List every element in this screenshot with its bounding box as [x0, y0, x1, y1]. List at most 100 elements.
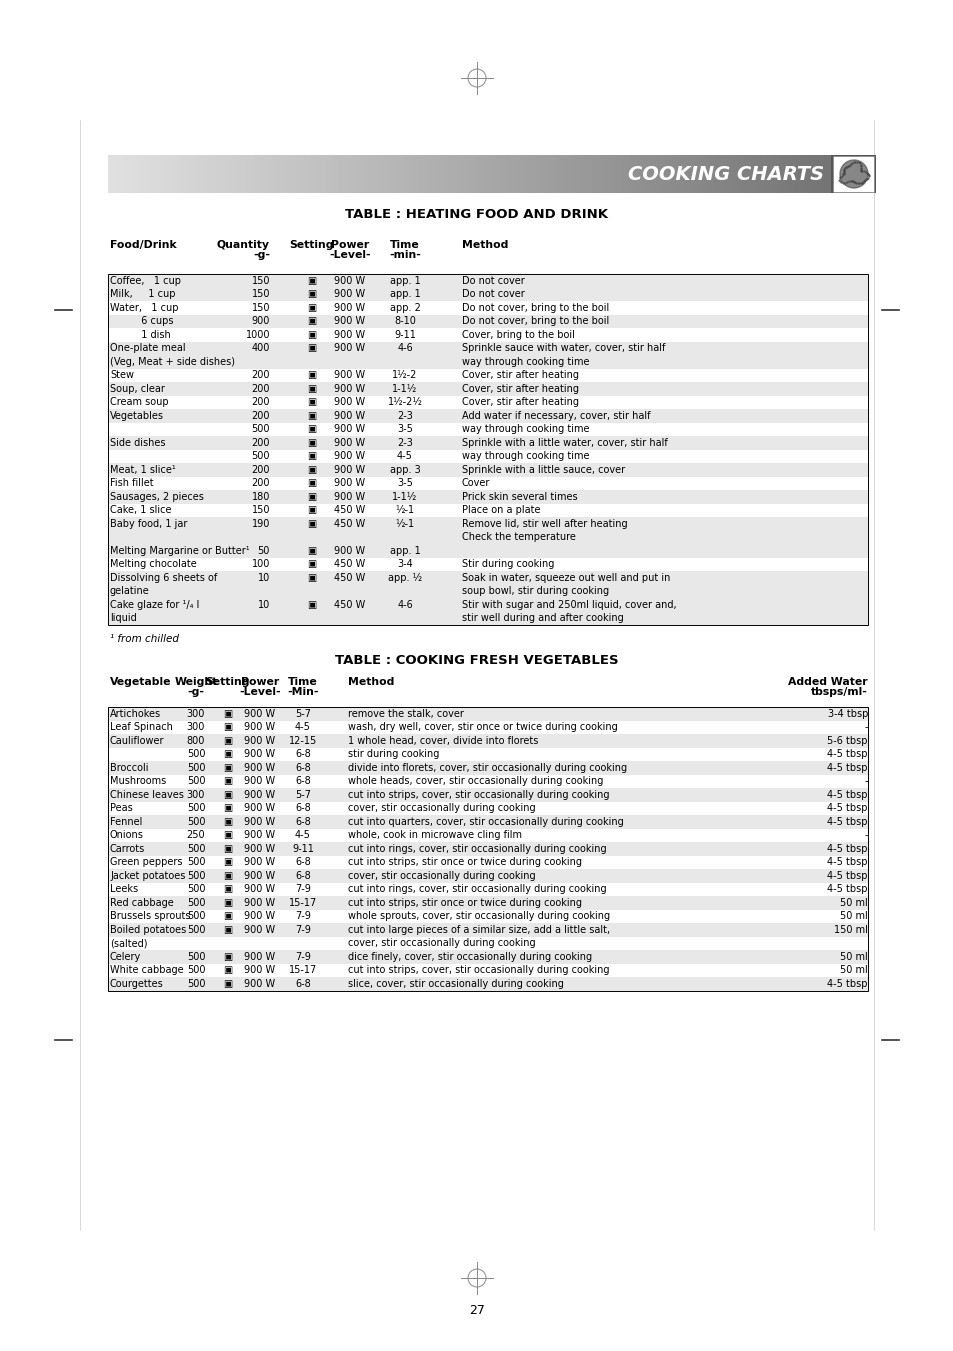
Text: Boiled potatoes: Boiled potatoes — [110, 924, 186, 935]
Text: 4-5 tbsp: 4-5 tbsp — [826, 817, 867, 827]
Text: cut into rings, cover, stir occasionally during cooking: cut into rings, cover, stir occasionally… — [348, 844, 606, 854]
Bar — [108, 909, 867, 923]
Text: ▣: ▣ — [307, 289, 316, 300]
Bar — [108, 815, 867, 828]
Bar — [172, 155, 180, 193]
Text: slice, cover, stir occasionally during cooking: slice, cover, stir occasionally during c… — [348, 978, 563, 989]
Text: ▣: ▣ — [307, 384, 316, 393]
Bar — [765, 155, 772, 193]
Bar — [780, 155, 787, 193]
Text: 6-8: 6-8 — [294, 763, 311, 773]
Text: Sprinkle with a little water, cover, stir half: Sprinkle with a little water, cover, sti… — [461, 438, 667, 447]
Bar — [519, 155, 527, 193]
Bar — [158, 155, 166, 193]
Text: Quantity: Quantity — [216, 240, 270, 250]
Bar — [180, 155, 188, 193]
Text: 1 whole head, cover, divide into florets: 1 whole head, cover, divide into florets — [348, 736, 537, 746]
Bar — [737, 155, 743, 193]
Text: 300: 300 — [187, 790, 205, 800]
Bar — [108, 923, 867, 936]
Bar — [447, 155, 455, 193]
Text: -min-: -min- — [389, 250, 420, 259]
Text: -: - — [863, 723, 867, 732]
Text: 5-6 tbsp: 5-6 tbsp — [826, 736, 867, 746]
Text: gelatine: gelatine — [110, 586, 150, 596]
Text: 500: 500 — [187, 750, 205, 759]
Bar — [368, 155, 375, 193]
Text: 900 W: 900 W — [335, 330, 365, 339]
Bar — [390, 155, 396, 193]
Text: 6-8: 6-8 — [294, 750, 311, 759]
Bar — [816, 155, 822, 193]
Text: 3-5: 3-5 — [396, 478, 413, 488]
Text: 8-10: 8-10 — [394, 316, 416, 326]
Text: 6-8: 6-8 — [294, 871, 311, 881]
Text: 4-5 tbsp: 4-5 tbsp — [826, 790, 867, 800]
Bar — [108, 423, 867, 436]
Text: 200: 200 — [252, 411, 270, 420]
Text: 900 W: 900 W — [335, 397, 365, 407]
Text: 3-4 tbsp: 3-4 tbsp — [827, 709, 867, 719]
Bar — [339, 155, 346, 193]
Text: 800: 800 — [187, 736, 205, 746]
Text: 7-9: 7-9 — [294, 912, 311, 921]
Text: 500: 500 — [187, 804, 205, 813]
Text: Cake glaze for ¹/₄ l: Cake glaze for ¹/₄ l — [110, 600, 199, 609]
Bar — [108, 288, 867, 301]
Bar — [462, 155, 469, 193]
Bar — [267, 155, 274, 193]
Text: ▣: ▣ — [307, 276, 316, 286]
Text: 190: 190 — [252, 519, 270, 528]
Text: divide into florets, cover, stir occasionally during cooking: divide into florets, cover, stir occasio… — [348, 763, 626, 773]
Text: Brussels sprouts: Brussels sprouts — [110, 912, 191, 921]
Bar — [188, 155, 194, 193]
Text: TABLE : COOKING FRESH VEGETABLES: TABLE : COOKING FRESH VEGETABLES — [335, 654, 618, 667]
Text: cut into strips, cover, stir occasionally during cooking: cut into strips, cover, stir occasionall… — [348, 790, 609, 800]
Text: Cauliflower: Cauliflower — [110, 736, 164, 746]
Text: Add water if necessary, cover, stir half: Add water if necessary, cover, stir half — [461, 411, 650, 420]
Text: app. 2: app. 2 — [389, 303, 420, 312]
Text: 400: 400 — [252, 343, 270, 353]
Text: ▣: ▣ — [223, 831, 233, 840]
Text: ▣: ▣ — [307, 438, 316, 447]
Text: 300: 300 — [187, 709, 205, 719]
Bar — [346, 155, 354, 193]
Text: 3-5: 3-5 — [396, 424, 413, 434]
Text: whole heads, cover, stir occasionally during cooking: whole heads, cover, stir occasionally du… — [348, 777, 602, 786]
Text: ▣: ▣ — [307, 411, 316, 420]
Bar — [628, 155, 635, 193]
Bar — [274, 155, 281, 193]
Text: Peas: Peas — [110, 804, 132, 813]
Bar — [772, 155, 780, 193]
Text: 900 W: 900 W — [335, 370, 365, 380]
Text: Green peppers: Green peppers — [110, 858, 182, 867]
Text: app. 1: app. 1 — [389, 289, 420, 300]
Text: 15-17: 15-17 — [289, 898, 316, 908]
Text: Broccoli: Broccoli — [110, 763, 149, 773]
Text: cut into quarters, cover, stir occasionally during cooking: cut into quarters, cover, stir occasiona… — [348, 817, 623, 827]
Bar — [108, 977, 867, 990]
Text: 900 W: 900 W — [335, 546, 365, 555]
Text: ▣: ▣ — [307, 573, 316, 582]
Text: ▣: ▣ — [223, 898, 233, 908]
Text: 900 W: 900 W — [244, 844, 275, 854]
Text: ▣: ▣ — [307, 519, 316, 528]
Text: 200: 200 — [252, 438, 270, 447]
Text: 450 W: 450 W — [334, 559, 365, 569]
Text: app. 3: app. 3 — [389, 465, 420, 474]
Text: 4-6: 4-6 — [396, 343, 413, 353]
Bar — [108, 963, 867, 977]
Bar — [563, 155, 570, 193]
Text: 900 W: 900 W — [244, 804, 275, 813]
Bar — [635, 155, 642, 193]
Text: Sprinkle with a little sauce, cover: Sprinkle with a little sauce, cover — [461, 465, 624, 474]
Text: 6 cups: 6 cups — [110, 316, 173, 326]
Bar — [679, 155, 685, 193]
Text: 4-5 tbsp: 4-5 tbsp — [826, 750, 867, 759]
Text: 500: 500 — [187, 924, 205, 935]
Bar — [426, 155, 433, 193]
Text: Dissolving 6 sheets of: Dissolving 6 sheets of — [110, 573, 217, 582]
Text: stir well during and after cooking: stir well during and after cooking — [461, 613, 623, 623]
Bar — [534, 155, 541, 193]
Text: 150: 150 — [252, 505, 270, 515]
